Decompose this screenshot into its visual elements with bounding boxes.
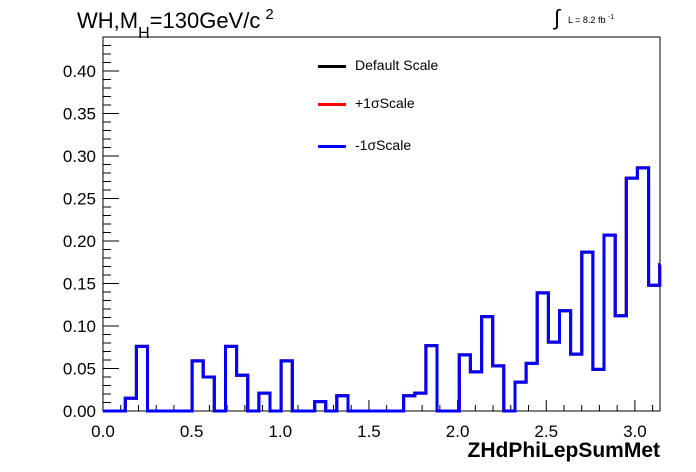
y-tick-label: 0.10 [63, 317, 96, 336]
y-tick-label: 0.40 [63, 62, 96, 81]
y-tick-label: 0.35 [63, 105, 96, 124]
y-tick-label: 0.15 [63, 275, 96, 294]
axis-ticks: 0.00 0.05 0.10 0.15 0.20 0.25 0.30 0.35 0.40 0.0 0… [63, 36, 654, 441]
luminosity-label: ∫ L = 8.2 fb -1 [554, 5, 615, 30]
title-superscript: 2 [265, 6, 274, 23]
x-tick-label: 1.5 [357, 422, 381, 441]
y-tick-label: 0.25 [63, 190, 96, 209]
legend-swatch-default [318, 65, 346, 68]
legend-label-default: Default Scale [355, 57, 439, 73]
series-line-0 [103, 166, 662, 413]
title-subscript: H [138, 25, 150, 42]
x-tick-label: 2.5 [534, 422, 558, 441]
legend-label-minus1sigma: -1σScale [355, 137, 412, 153]
x-axis-title: ZHdPhiLepSumMet [467, 439, 661, 462]
y-tick-label: 0.20 [63, 232, 96, 251]
lumi-superscript: -1 [607, 14, 615, 21]
series-line-2 [103, 166, 662, 413]
x-tick-label: 1.0 [268, 422, 292, 441]
x-tick-label: 0.0 [91, 422, 115, 441]
y-tick-label: 0.05 [63, 360, 96, 379]
title-rest: =130GeV/c [149, 8, 261, 33]
x-tick-label: 2.0 [446, 422, 470, 441]
legend-label-plus1sigma: +1σScale [355, 95, 415, 111]
x-tick-label: 0.5 [180, 422, 204, 441]
chart-title: WH,MH=130GeV/c 2 [77, 6, 274, 42]
integral-icon: ∫ [554, 5, 561, 30]
legend-item-plus1sigma: +1σScale [316, 91, 536, 117]
y-tick-label: 0.00 [63, 402, 96, 421]
lumi-text: L = 8.2 fb [568, 15, 606, 25]
y-tick-label: 0.30 [63, 147, 96, 166]
legend-item-minus1sigma: -1σScale [316, 133, 536, 159]
legend-swatch-plus1sigma [318, 103, 346, 106]
legend-swatch-minus1sigma [318, 145, 346, 148]
series-lines [103, 166, 662, 413]
series-line-1 [103, 166, 662, 413]
legend-item-default: Default Scale [316, 53, 536, 79]
x-tick-label: 3.0 [623, 422, 647, 441]
title-main: WH,M [77, 8, 139, 33]
